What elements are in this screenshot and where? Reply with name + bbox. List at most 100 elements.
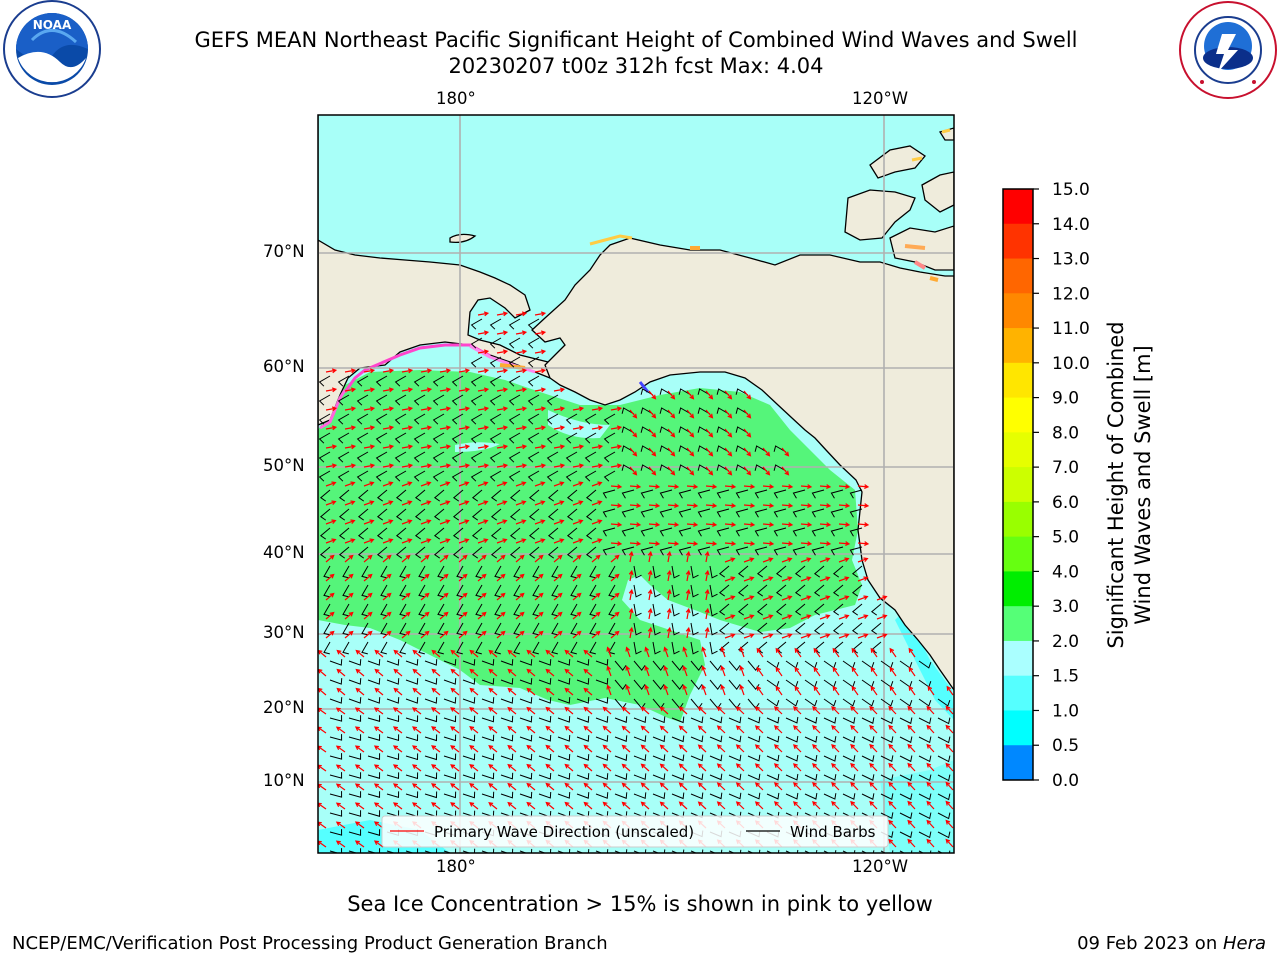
lat-label-70n: 70°N	[263, 242, 305, 261]
wave-arrow	[583, 763, 593, 772]
wind-barb	[395, 546, 407, 559]
wave-arrow	[344, 519, 356, 525]
wind-barb	[595, 792, 609, 799]
wave-arrow	[325, 592, 335, 601]
wind-barb	[861, 717, 875, 724]
wave-arrow	[648, 428, 657, 438]
wave-arrow	[412, 668, 422, 677]
wind-barb	[690, 622, 699, 636]
wave-arrow	[667, 541, 680, 547]
wind-barb	[361, 641, 369, 655]
wind-barb	[519, 753, 533, 761]
wind-barb	[481, 697, 495, 704]
wind-barb	[361, 565, 369, 579]
wave-arrow	[325, 368, 338, 374]
wind-barb	[678, 489, 692, 499]
wave-arrow	[553, 500, 565, 506]
title-line-1: GEFS MEAN Northeast Pacific Significant …	[194, 28, 1078, 52]
wind-barb	[608, 565, 616, 579]
wind-barb	[621, 508, 635, 518]
wind-barb	[337, 413, 350, 425]
wind-barb	[792, 546, 806, 556]
wind-barb	[716, 426, 730, 434]
wave-arrow	[450, 802, 460, 810]
wind-barb	[678, 445, 692, 453]
wave-arrow	[458, 387, 471, 393]
wind-barb	[633, 735, 647, 743]
wave-arrow	[583, 668, 593, 677]
wave-arrow	[831, 705, 840, 715]
wave-arrow	[640, 725, 650, 734]
wind-barb	[735, 426, 749, 434]
wind-barb	[849, 508, 863, 518]
wave-arrow	[553, 611, 563, 620]
wave-arrow	[686, 484, 699, 490]
wave-arrow	[393, 687, 403, 696]
wave-arrow	[572, 630, 582, 639]
wind-barb	[957, 775, 969, 781]
wave-arrow	[488, 725, 498, 734]
wind-barb	[957, 756, 969, 762]
wind-barb	[716, 445, 730, 453]
wind-barb	[697, 445, 711, 453]
wind-barb	[386, 753, 400, 761]
wind-barb	[728, 735, 742, 743]
wave-arrow	[496, 592, 506, 601]
wave-arrow	[697, 801, 707, 810]
wave-arrow	[857, 557, 869, 563]
wave-arrow	[857, 484, 870, 490]
wave-arrow	[762, 522, 775, 528]
wave-arrow	[857, 541, 870, 547]
wind-barb	[813, 622, 825, 635]
wave-arrow	[325, 611, 335, 620]
wave-arrow	[515, 554, 525, 563]
wave-arrow	[515, 311, 528, 317]
wind-barb	[585, 527, 597, 540]
wave-arrow	[374, 649, 384, 658]
wind-barb	[456, 603, 464, 617]
wind-barb	[527, 470, 540, 482]
wave-arrow	[888, 819, 897, 829]
wave-arrow	[907, 819, 916, 829]
wind-barb	[519, 678, 533, 685]
wave-arrow	[488, 649, 498, 658]
wave-arrow	[458, 500, 470, 506]
wave-arrow	[831, 800, 840, 810]
wave-arrow	[374, 687, 384, 696]
wave-arrow	[420, 554, 430, 563]
wind-barb	[451, 375, 464, 387]
wind-barb	[386, 697, 400, 704]
wind-barb	[527, 337, 540, 349]
wave-arrow	[869, 705, 878, 715]
wave-arrow	[850, 762, 859, 772]
wave-arrow	[439, 573, 449, 582]
wind-barb	[394, 451, 407, 463]
wave-arrow	[838, 595, 850, 601]
wind-barb	[652, 792, 666, 800]
nws-logo-icon	[1178, 0, 1278, 100]
wind-barb	[432, 394, 445, 406]
wave-arrow	[762, 576, 774, 582]
wind-barb	[718, 603, 730, 616]
wind-barb	[380, 565, 388, 579]
wind-barb	[697, 508, 711, 518]
wind-barb	[584, 432, 597, 444]
wave-arrow	[705, 466, 714, 476]
wind-barb	[918, 717, 932, 725]
wind-barb	[690, 565, 699, 579]
wind-barb	[342, 622, 350, 636]
wind-barb	[367, 848, 381, 853]
wind-barb	[716, 546, 730, 556]
wind-barb	[557, 735, 571, 742]
wave-arrow	[724, 595, 736, 601]
wind-barb	[471, 489, 483, 502]
wave-arrow	[743, 466, 752, 476]
wind-barb	[508, 356, 521, 368]
wind-barb	[851, 584, 863, 597]
wave-arrow	[488, 687, 498, 696]
wind-barb	[329, 715, 343, 722]
wave-arrow	[545, 725, 555, 734]
wave-arrow	[572, 481, 584, 487]
wind-barb	[811, 489, 825, 499]
